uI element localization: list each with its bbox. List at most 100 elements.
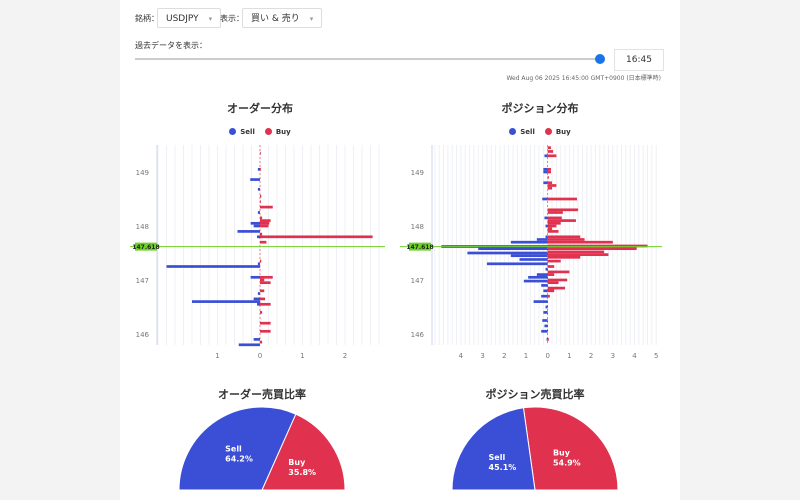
sell-bar — [543, 311, 548, 314]
buy-bar — [260, 289, 265, 293]
sell-bar — [510, 254, 548, 258]
order-legend: Sell Buy — [130, 128, 390, 136]
buy-bar — [260, 340, 263, 344]
display-select[interactable]: 買い & 売り ▾ — [242, 8, 323, 28]
sell-bar — [250, 275, 260, 279]
buy-bar — [547, 278, 568, 282]
buy-bar — [260, 321, 271, 325]
slice-name-label: Buy — [553, 449, 571, 458]
sell-bar — [257, 292, 260, 295]
buy-bar — [547, 253, 609, 256]
slice-value-label: 35.8% — [288, 468, 316, 477]
legend-buy[interactable]: Buy — [264, 128, 291, 136]
x-tick-label: 3 — [480, 352, 484, 360]
buy-bar — [260, 200, 261, 204]
symbol-value: USDJPY — [166, 14, 199, 24]
sell-bar — [250, 178, 260, 181]
buy-bar — [260, 311, 263, 314]
sell-bar — [545, 235, 548, 239]
buy-bar — [260, 205, 273, 209]
current-price-label: 147.618 — [406, 244, 433, 251]
y-tick-label: 146 — [136, 331, 150, 339]
buy-bar — [547, 230, 559, 233]
buy-dot-icon — [544, 128, 552, 135]
history-label: 過去データを表示： — [135, 41, 207, 50]
legend-sell[interactable]: Sell — [229, 128, 255, 136]
buy-bar — [260, 297, 266, 301]
x-tick-label: 1 — [215, 352, 219, 360]
buy-bar — [260, 281, 271, 285]
x-tick-label: 4 — [632, 352, 637, 360]
sell-slice — [178, 406, 297, 491]
buy-bar — [547, 167, 551, 171]
sell-bar — [257, 187, 260, 191]
position-legend: Sell Buy — [410, 128, 670, 136]
sell-bar — [519, 258, 548, 261]
buy-bar — [547, 247, 637, 251]
sell-bar — [166, 265, 260, 268]
x-tick-label: 1 — [567, 352, 571, 360]
sell-bar — [478, 247, 548, 251]
sell-bar — [536, 273, 548, 276]
sell-bar — [546, 338, 548, 341]
buy-bar — [547, 255, 581, 259]
buy-bar — [547, 150, 554, 153]
buy-bar — [260, 232, 263, 236]
legend-buy[interactable]: Buy — [544, 128, 571, 136]
buy-bar — [547, 224, 557, 228]
buy-bar — [260, 224, 269, 228]
sell-bar — [237, 230, 260, 233]
sell-bar — [257, 167, 260, 171]
sell-bar — [486, 262, 548, 266]
buy-bar — [547, 211, 563, 214]
buy-bar — [547, 146, 551, 150]
buy-bar — [547, 250, 605, 254]
buy-bar — [260, 167, 261, 171]
sell-bar — [528, 275, 548, 279]
buy-bar — [547, 259, 561, 263]
sell-bar — [541, 329, 548, 333]
slice-name-label: Sell — [225, 445, 242, 454]
legend-sell[interactable]: Sell — [509, 128, 535, 136]
x-tick-label: 5 — [654, 352, 658, 360]
current-price-label: 147.618 — [132, 244, 159, 251]
slice-value-label: 45.1% — [489, 463, 517, 472]
sell-bar — [543, 167, 548, 171]
y-tick-label: 148 — [411, 223, 424, 231]
buy-bar — [547, 227, 553, 231]
display-value: 買い & 売り — [251, 14, 300, 24]
history-slider[interactable] — [135, 58, 600, 60]
position-ratio-title: ポジション売買比率 — [485, 388, 585, 401]
buy-bar — [260, 235, 373, 239]
chevron-down-icon: ▾ — [309, 15, 314, 23]
buy-bar — [547, 235, 581, 239]
slider-thumb[interactable] — [595, 54, 605, 64]
sell-bar — [544, 154, 548, 158]
sell-dot-icon — [509, 128, 517, 135]
buy-slice — [522, 406, 619, 491]
time-input[interactable]: 16:45 — [614, 49, 664, 71]
position-chart-title: ポジション分布 — [501, 102, 579, 115]
sell-bar — [510, 240, 548, 244]
x-tick-label: 2 — [343, 352, 347, 360]
x-tick-label: 0 — [545, 352, 549, 360]
x-tick-label: 1 — [524, 352, 528, 360]
sell-bar — [257, 211, 260, 214]
symbol-select[interactable]: USDJPY ▾ — [157, 8, 222, 28]
x-tick-label: 0 — [258, 352, 262, 360]
y-tick-label: 147 — [411, 277, 424, 285]
sell-bar — [253, 338, 260, 341]
sell-bar — [467, 251, 548, 255]
buy-dot-icon — [264, 128, 272, 135]
buy-bar — [547, 221, 561, 225]
current-price-badge — [135, 242, 157, 251]
y-tick-label: 147 — [136, 277, 149, 285]
sell-bar — [238, 343, 260, 347]
buy-bar — [547, 186, 553, 190]
buy-bar — [547, 238, 585, 241]
buy-bar — [547, 216, 562, 220]
sell-bar — [541, 284, 548, 287]
sell-bar — [533, 300, 548, 303]
sell-bar — [257, 235, 260, 239]
